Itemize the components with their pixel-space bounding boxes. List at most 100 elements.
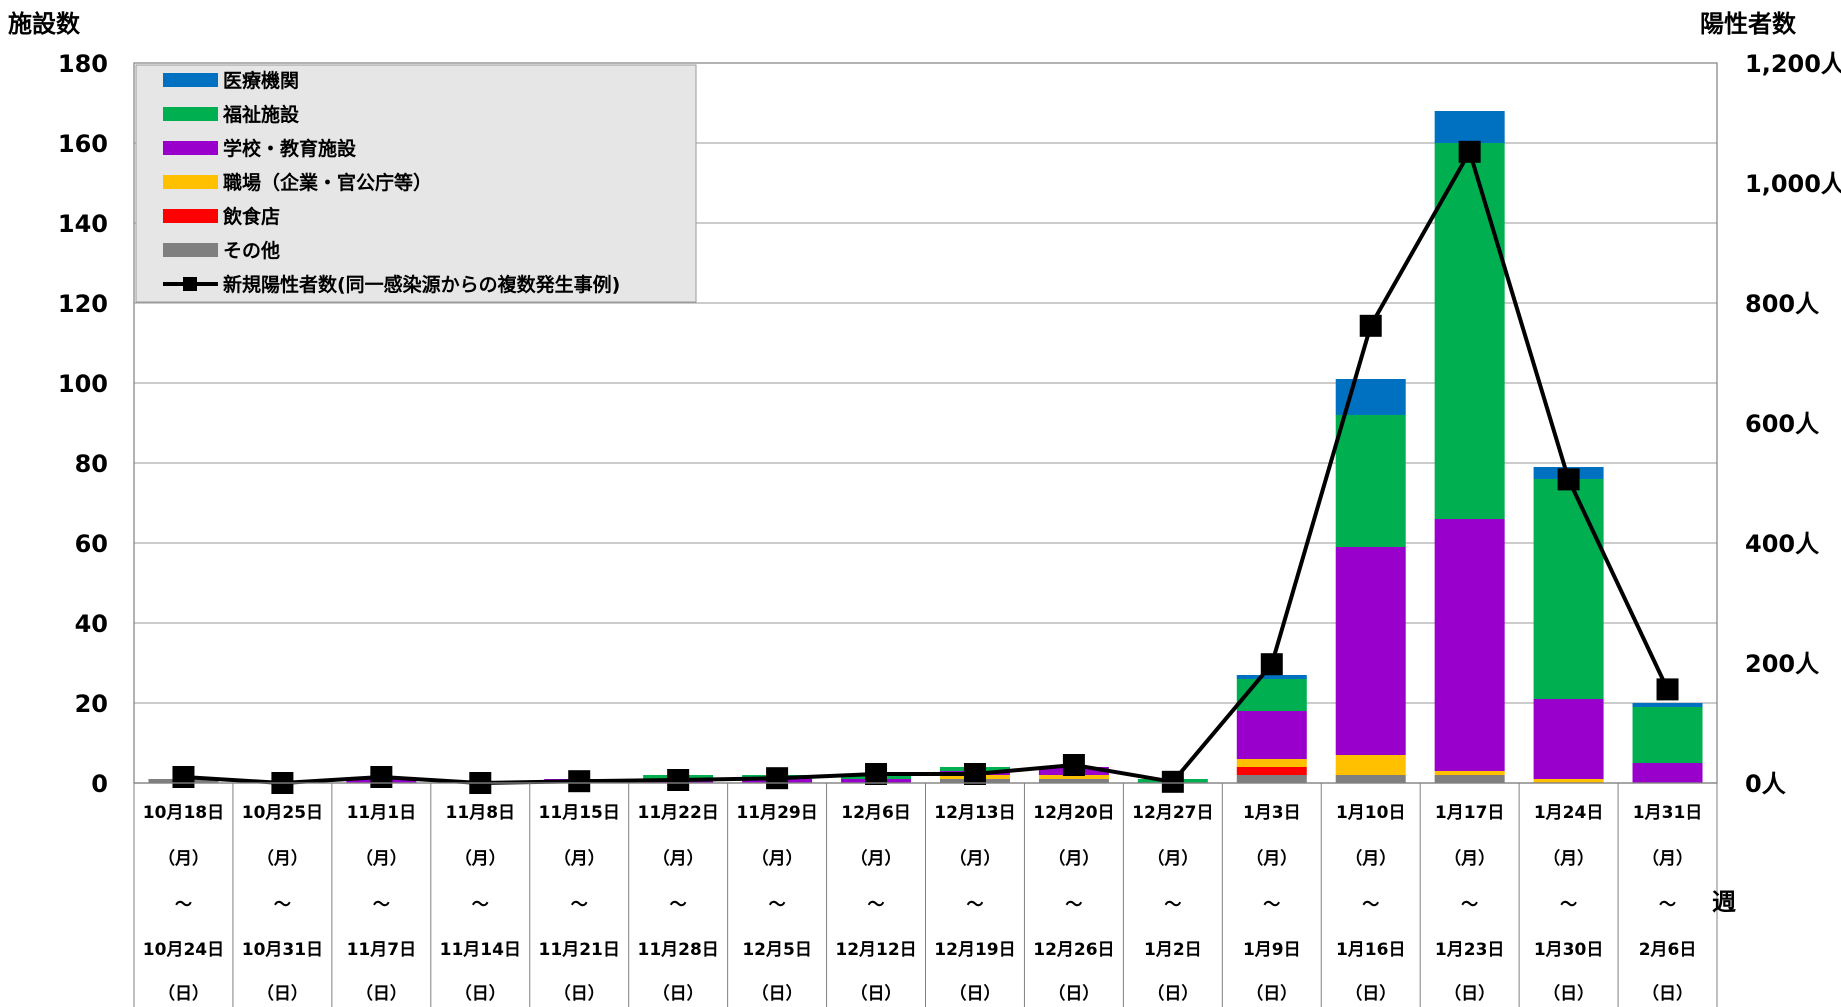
legend-label: 医療機関 (223, 69, 299, 92)
legend-swatch (163, 209, 218, 223)
legend-label: 飲食店 (222, 205, 280, 228)
right-axis-title: 陽性者数 (1700, 10, 1797, 38)
left-axis-ticks: 180 160 140 120 100 80 60 40 20 0 (58, 50, 108, 798)
line-marker (1062, 754, 1085, 776)
bar-segment (1335, 547, 1406, 755)
category-label: ～ (1362, 895, 1379, 915)
line-marker (1161, 770, 1184, 793)
category-label: ～ (1164, 895, 1181, 915)
line-marker (865, 763, 888, 785)
category-label: （月） (1444, 848, 1495, 869)
line-series (172, 140, 1679, 794)
category-label: 11月1日 (347, 803, 417, 823)
category-label: （月） (1147, 848, 1198, 869)
bar-segment (1533, 479, 1604, 699)
line-marker (370, 766, 393, 788)
category-label: （月） (949, 848, 1000, 869)
bar-segment (1335, 415, 1406, 547)
left-tick-label: 40 (75, 610, 108, 638)
category-label: 11月21日 (539, 940, 620, 960)
category-label: 11月15日 (539, 803, 620, 823)
bar-segment (1632, 763, 1703, 783)
line-marker (1260, 653, 1283, 676)
category-label: （日） (1444, 983, 1495, 1004)
category-label: （月） (851, 848, 902, 869)
category-label: ～ (175, 895, 192, 915)
bar-segment (1038, 779, 1109, 783)
bar-segment (1632, 707, 1703, 763)
right-tick-label: 200人 (1745, 650, 1819, 678)
category-label: 12月6日 (841, 803, 911, 823)
category-label: ～ (373, 895, 390, 915)
category-label: ～ (274, 895, 291, 915)
bar-segment (1533, 779, 1604, 783)
line-marker (568, 770, 591, 793)
line-marker (1557, 468, 1580, 491)
category-label: （日） (851, 983, 902, 1004)
left-tick-label: 180 (58, 50, 108, 78)
left-tick-label: 20 (75, 690, 108, 718)
category-label: 12月20日 (1033, 803, 1114, 823)
category-label: 1月24日 (1534, 803, 1604, 823)
legend-swatch (163, 73, 218, 87)
category-label: （日） (752, 983, 803, 1004)
category-label: 10月18日 (143, 803, 224, 823)
category-label: （日） (455, 983, 506, 1004)
category-label: ～ (769, 895, 786, 915)
category-label: 1月30日 (1534, 940, 1604, 960)
left-tick-label: 160 (58, 130, 108, 158)
category-label: （日） (554, 983, 605, 1004)
category-label: 11月8日 (446, 803, 516, 823)
category-label: 1月23日 (1435, 940, 1505, 960)
category-label: 11月14日 (440, 940, 521, 960)
category-label: 12月27日 (1132, 803, 1213, 823)
legend-marker (183, 277, 197, 291)
category-label: （日） (1642, 983, 1693, 1004)
plot-frame (133, 62, 1718, 1007)
line-path (183, 149, 1670, 785)
left-tick-label: 80 (75, 450, 108, 478)
category-label: （日） (1246, 983, 1297, 1004)
category-label: 12月12日 (835, 940, 916, 960)
legend-swatch (163, 141, 218, 155)
category-label: ～ (571, 895, 588, 915)
category-label: ～ (1560, 895, 1577, 915)
category-label: （月） (257, 848, 308, 869)
bar-segment (1632, 703, 1703, 707)
right-tick-label: 1,200人 (1745, 50, 1841, 78)
x-axis-title: 週 (1712, 888, 1736, 916)
category-label: ～ (670, 895, 687, 915)
left-tick-label: 60 (75, 530, 108, 558)
category-label: 12月19日 (934, 940, 1015, 960)
category-label: 12月26日 (1033, 940, 1114, 960)
category-label: （月） (752, 848, 803, 869)
bar-segment (1236, 759, 1307, 767)
line-marker (1458, 140, 1481, 163)
category-label: ～ (1065, 895, 1082, 915)
left-axis-title: 施設数 (8, 10, 81, 38)
bar-segment (1434, 771, 1505, 775)
category-label: （月） (356, 848, 407, 869)
category-label: 1月2日 (1144, 940, 1202, 960)
category-label: （日） (1543, 983, 1594, 1004)
category-label: 11月28日 (637, 940, 718, 960)
category-label: （日） (1147, 983, 1198, 1004)
category-label: 12月5日 (742, 940, 812, 960)
category-label: 10月31日 (242, 940, 323, 960)
category-label: （月） (158, 848, 209, 869)
bar-segment (1434, 111, 1505, 143)
line-marker (172, 766, 195, 788)
bar-segment (1434, 519, 1505, 771)
left-tick-label: 120 (58, 290, 108, 318)
category-label: 1月16日 (1336, 940, 1406, 960)
category-label: 1月10日 (1336, 803, 1406, 823)
category-label: ～ (966, 895, 983, 915)
legend-swatch (163, 243, 218, 257)
bar-segment (1335, 755, 1406, 775)
category-label: （月） (1048, 848, 1099, 869)
legend-label: 職場（企業・官公庁等） (223, 171, 432, 194)
category-label: （日） (158, 983, 209, 1004)
category-label: （日） (949, 983, 1000, 1004)
